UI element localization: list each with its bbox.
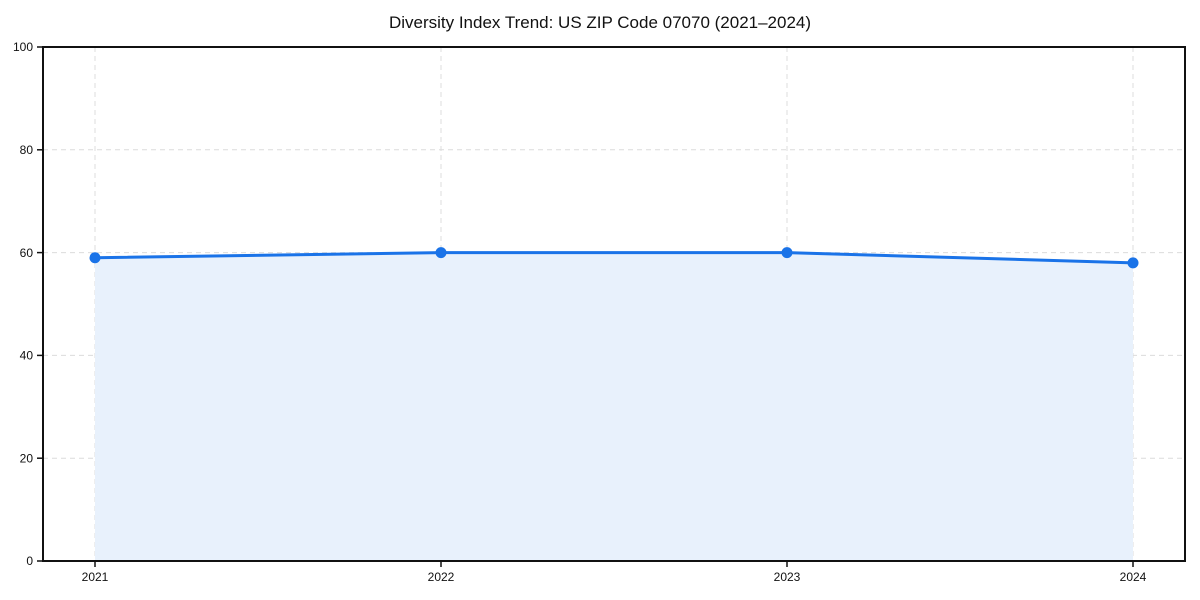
axis-tick-labels: 0 20 40 60 80 100 2021 2022 2023 2024 (13, 40, 1147, 584)
trend-line (93, 251, 1135, 265)
axis-ticks (37, 46, 1134, 567)
y-tick-label: 20 (20, 451, 34, 465)
data-point-2023 (781, 247, 793, 259)
data-point-2021 (89, 252, 101, 264)
data-point-2024 (1127, 257, 1139, 269)
y-tick-label: 0 (26, 554, 33, 568)
y-tick-label: 60 (20, 246, 34, 260)
y-tick-label: 40 (20, 349, 34, 363)
x-tick-label: 2023 (774, 570, 801, 584)
x-tick-label: 2021 (82, 570, 109, 584)
x-tick-label: 2024 (1120, 570, 1147, 584)
y-tick-label: 80 (20, 143, 34, 157)
x-tick-label: 2022 (428, 570, 455, 584)
area-fill (95, 252, 1133, 561)
data-point-2022 (435, 247, 447, 259)
plot-border (42, 46, 1186, 562)
y-tick-label: 100 (13, 40, 33, 54)
chart-title: Diversity Index Trend: US ZIP Code 07070… (388, 13, 812, 32)
